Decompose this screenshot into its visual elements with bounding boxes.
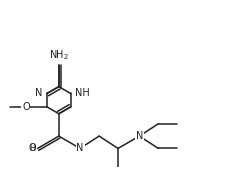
Text: O: O: [29, 143, 36, 153]
Text: NH: NH: [76, 88, 90, 98]
Text: N: N: [76, 143, 84, 153]
Text: O: O: [22, 102, 30, 112]
Text: N: N: [136, 131, 143, 141]
Text: N: N: [35, 88, 42, 98]
Text: H: H: [29, 144, 35, 153]
Text: NH$_2$: NH$_2$: [49, 48, 69, 62]
